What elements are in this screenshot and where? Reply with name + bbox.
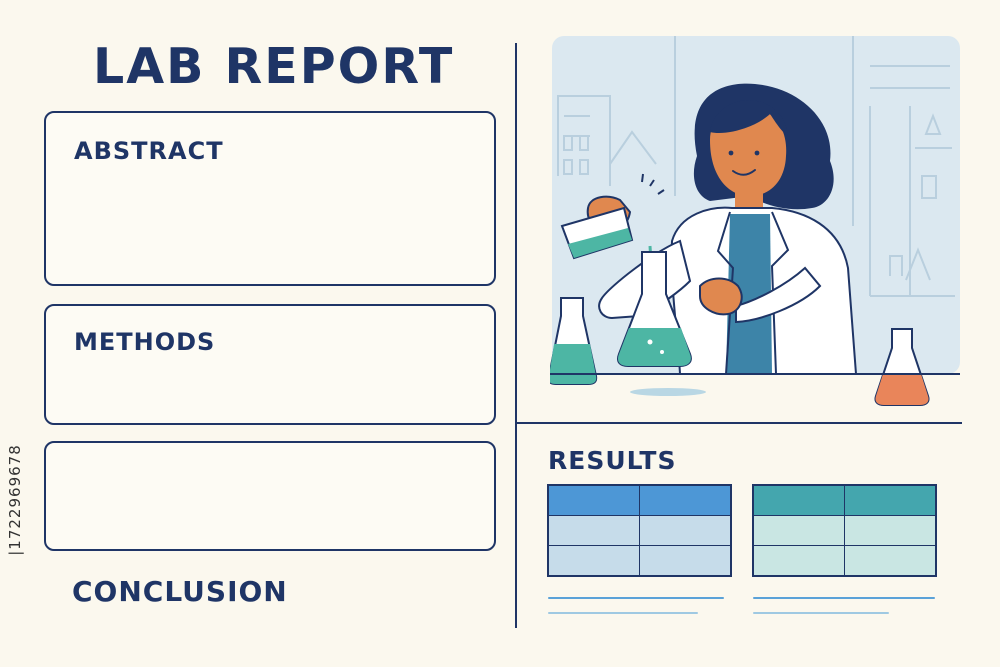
conclusion-box[interactable] <box>44 441 496 551</box>
text-line-placeholder <box>548 597 724 599</box>
results-label: RESULTS <box>548 446 677 475</box>
beaker-icon <box>560 173 665 260</box>
flask-orange-icon <box>874 328 930 406</box>
results-divider <box>517 422 962 424</box>
results-table-right <box>752 484 937 577</box>
methods-label: METHODS <box>74 328 216 356</box>
abstract-box[interactable]: ABSTRACT <box>44 111 496 286</box>
page-title: LAB REPORT <box>93 38 455 95</box>
methods-box[interactable]: METHODS <box>44 304 496 425</box>
abstract-label: ABSTRACT <box>74 137 224 165</box>
scientist-illustration <box>550 36 960 406</box>
conclusion-label: CONCLUSION <box>72 575 288 608</box>
text-line-placeholder <box>753 612 889 614</box>
stock-id: |1722969678 <box>5 444 24 556</box>
scientist-icon <box>586 83 858 375</box>
results-table-left <box>547 484 732 577</box>
column-divider <box>515 43 517 628</box>
text-line-placeholder <box>548 612 698 614</box>
city-skyline-icon <box>557 36 955 297</box>
conical-flask-icon <box>617 251 692 367</box>
text-line-placeholder <box>753 597 935 599</box>
